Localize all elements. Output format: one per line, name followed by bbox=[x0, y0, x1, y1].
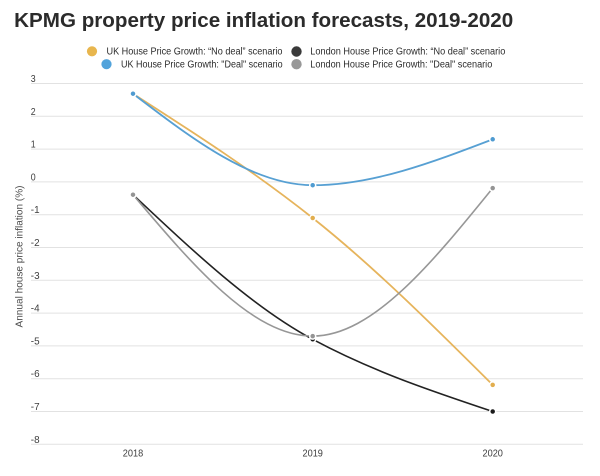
svg-text:-5: -5 bbox=[31, 335, 40, 347]
svg-text:UK House Price Growth: “No dea: UK House Price Growth: “No deal” scenari… bbox=[107, 46, 283, 57]
svg-text:2: 2 bbox=[31, 106, 36, 118]
svg-text:-2: -2 bbox=[31, 237, 40, 249]
svg-text:-4: -4 bbox=[31, 303, 40, 315]
svg-text:0: 0 bbox=[31, 171, 36, 183]
svg-text:London House Price Growth: "De: London House Price Growth: "Deal" scenar… bbox=[310, 60, 492, 71]
svg-text:UK House Price Growth: "Deal": UK House Price Growth: "Deal" scenario bbox=[121, 60, 283, 71]
svg-text:-8: -8 bbox=[31, 434, 40, 446]
svg-text:Annual house price inflation (: Annual house price inflation (%) bbox=[14, 186, 26, 328]
svg-text:2018: 2018 bbox=[123, 448, 144, 460]
svg-text:3: 3 bbox=[31, 73, 36, 85]
svg-text:London House Price Growth: “No: London House Price Growth: “No deal” sce… bbox=[310, 46, 505, 57]
svg-text:2019: 2019 bbox=[303, 448, 324, 460]
svg-text:-7: -7 bbox=[31, 401, 40, 413]
svg-text:KPMG property price inflation: KPMG property price inflation forecasts,… bbox=[14, 10, 513, 32]
svg-text:1: 1 bbox=[31, 139, 36, 151]
svg-text:2020: 2020 bbox=[483, 448, 504, 460]
svg-text:-6: -6 bbox=[31, 368, 40, 380]
svg-text:-1: -1 bbox=[31, 204, 40, 216]
svg-text:-3: -3 bbox=[31, 270, 40, 282]
